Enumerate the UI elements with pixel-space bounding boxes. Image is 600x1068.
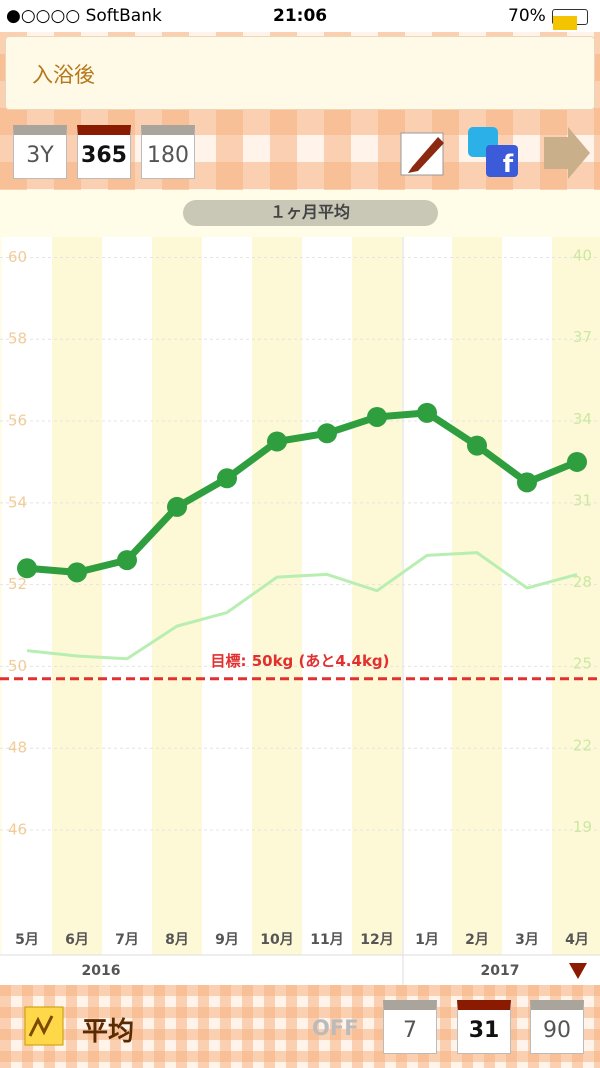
note-text: 入浴後: [32, 63, 95, 87]
column-stripe: [502, 237, 552, 955]
y-tick-label: 52: [8, 575, 27, 593]
range-button[interactable]: 7: [383, 1000, 437, 1054]
x-tick-label: 4月: [565, 932, 589, 948]
chart: １ヶ月平均 60 58 56 54 52 50 48 46 40 37 34 31 28 25 22 19 目標…: [0, 190, 600, 985]
data-point: [167, 496, 187, 517]
y2-tick-label: 25: [573, 655, 592, 673]
data-point: [317, 423, 337, 444]
column-stripe: [202, 237, 252, 955]
subtitle-pill: [183, 200, 438, 226]
period-button[interactable]: 180: [141, 125, 195, 179]
y2-tick-label: 28: [573, 573, 592, 591]
y-tick-label: 46: [8, 821, 27, 839]
x-tick-label: 6月: [65, 932, 89, 948]
y2-tick-label: 22: [573, 736, 592, 754]
year-label: 2017: [481, 963, 520, 979]
battery-text: 70%: [508, 6, 546, 26]
mode-label: 平均: [82, 1017, 135, 1047]
y-tick-label: 48: [8, 739, 27, 757]
y-tick-label: 50: [8, 657, 27, 675]
share-icon[interactable]: f: [468, 127, 518, 178]
battery-icon: [552, 9, 588, 30]
column-stripe: [252, 237, 302, 955]
y-tick-label: 60: [8, 248, 27, 266]
range-button[interactable]: 31: [457, 1000, 511, 1054]
y2-tick-label: 19: [573, 818, 592, 836]
next-icon[interactable]: [544, 127, 590, 179]
y2-tick-label: 31: [573, 491, 592, 509]
data-point: [467, 435, 487, 456]
chart-subtitle: １ヶ月平均: [270, 203, 350, 222]
x-tick-label: 2月: [465, 932, 489, 948]
average-icon[interactable]: [24, 1006, 64, 1046]
y2-tick-label: 34: [573, 410, 592, 428]
column-stripe: [102, 237, 152, 955]
period-button[interactable]: 365: [77, 125, 131, 179]
x-tick-label: 3月: [515, 932, 539, 948]
x-tick-label: 10月: [260, 932, 293, 948]
data-point: [567, 451, 587, 472]
x-tick-label: 1月: [415, 932, 439, 948]
edit-icon[interactable]: [400, 132, 444, 176]
data-point: [217, 468, 237, 489]
carrier: ●○○○○ SoftBank: [6, 6, 162, 26]
data-point: [517, 472, 537, 493]
scroll-arrow: [569, 963, 587, 979]
column-stripe: [352, 237, 402, 955]
clock: 21:06: [273, 6, 328, 26]
column-stripe: [302, 237, 352, 955]
column-stripe: [452, 237, 502, 955]
y-tick-label: 54: [8, 493, 27, 511]
series-line: [26, 551, 578, 661]
x-tick-label: 12月: [360, 932, 393, 948]
status-bar: ●○○○○ SoftBank 21:06 70%: [0, 0, 600, 32]
column-stripe: [552, 237, 600, 955]
data-point: [117, 550, 137, 571]
toggle-label[interactable]: OFF: [312, 1016, 359, 1040]
svg-text:f: f: [503, 150, 514, 178]
battery-level: [553, 16, 577, 30]
y2-tick-label: 37: [573, 328, 592, 346]
year-label: 2016: [82, 963, 121, 979]
data-point: [267, 431, 287, 452]
column-stripe: [2, 237, 52, 955]
target-label: 目標: 50kg (あと4.4kg): [210, 652, 389, 670]
data-point: [17, 558, 37, 579]
column-stripe: [152, 237, 202, 955]
x-tick-label: 9月: [215, 932, 239, 948]
y-tick-label: 58: [8, 330, 27, 348]
year-band: [0, 955, 600, 985]
data-point: [417, 402, 437, 423]
toolbar-icons: f: [400, 127, 590, 179]
period-button[interactable]: 3Y: [13, 125, 67, 179]
x-tick-label: 7月: [115, 932, 139, 948]
column-stripe: [52, 237, 102, 955]
data-point: [67, 562, 87, 583]
x-tick-label: 5月: [15, 932, 39, 948]
data-point: [367, 406, 387, 427]
x-tick-label: 11月: [310, 932, 343, 948]
x-tick-label: 8月: [165, 932, 189, 948]
note-field[interactable]: 入浴後: [5, 36, 595, 110]
range-button[interactable]: 90: [530, 1000, 584, 1054]
y2-tick-label: 40: [573, 247, 592, 265]
column-stripe: [402, 237, 452, 955]
y-tick-label: 56: [8, 412, 27, 430]
